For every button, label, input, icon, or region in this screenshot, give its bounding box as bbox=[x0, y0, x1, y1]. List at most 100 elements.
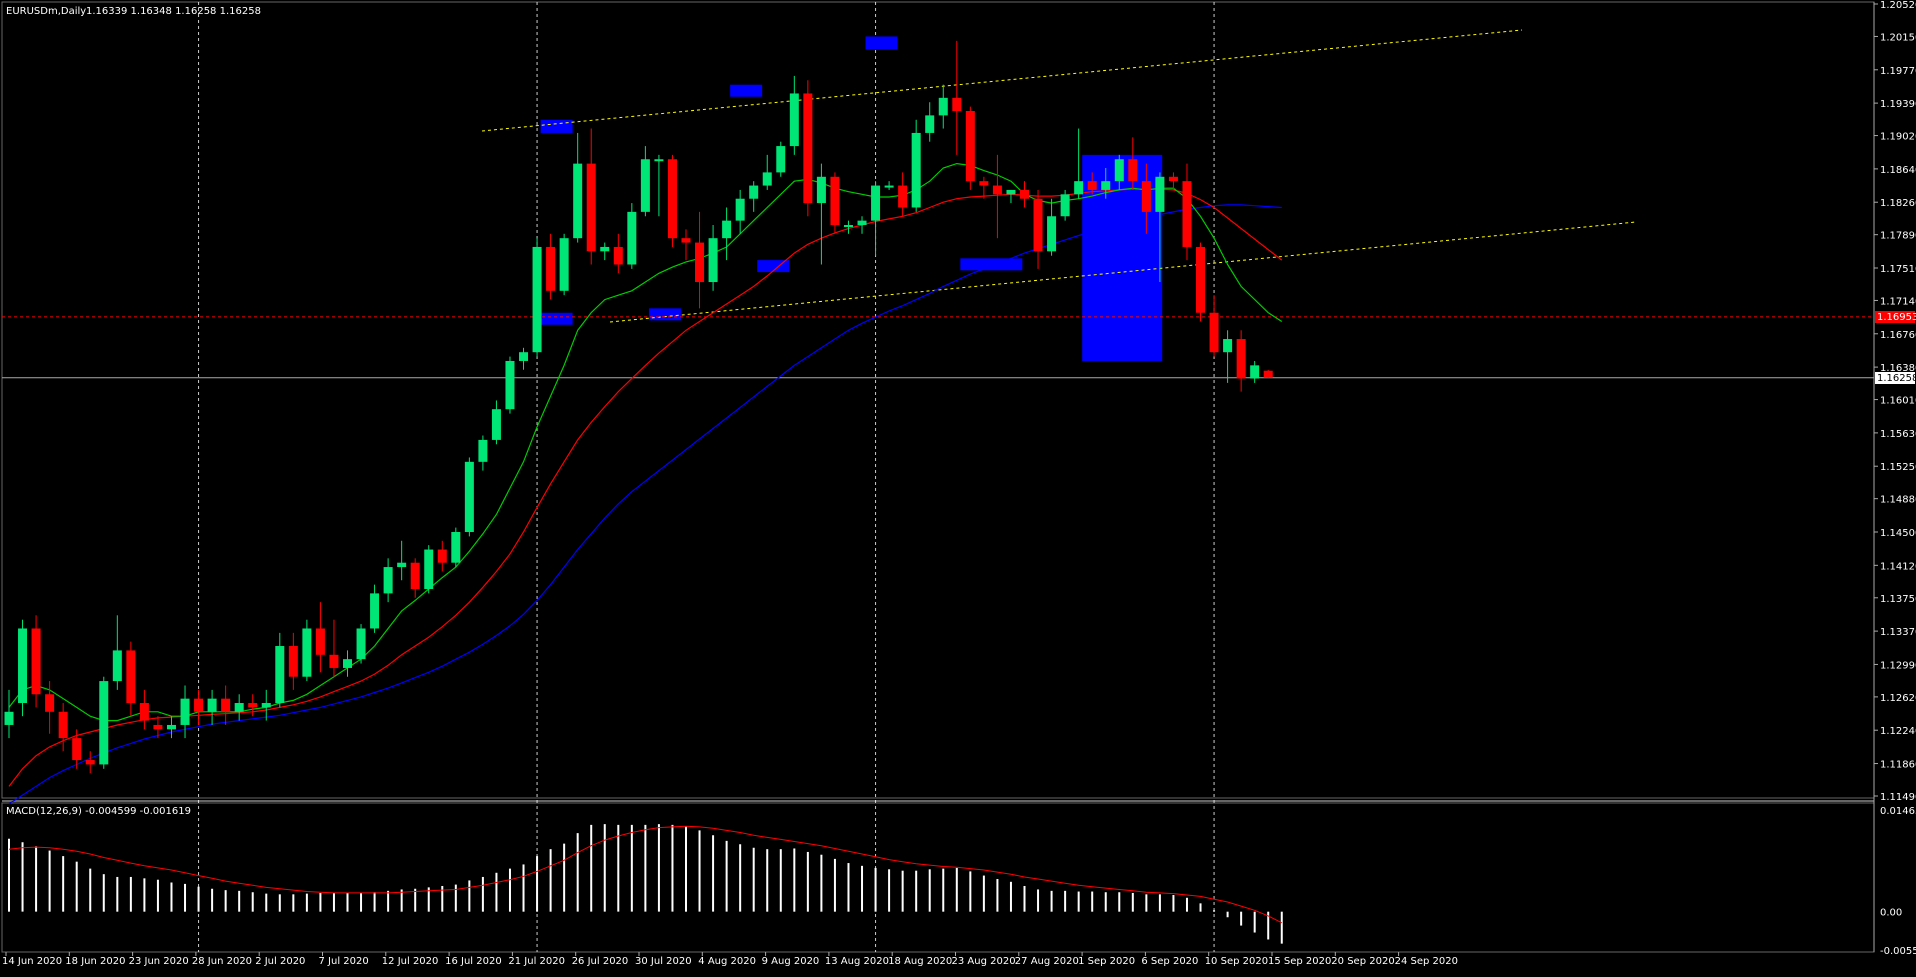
candle-body bbox=[681, 238, 691, 243]
time-tick-label: 20 Sep 2020 bbox=[1331, 956, 1394, 967]
candle-body bbox=[546, 246, 556, 291]
candle-body bbox=[302, 628, 312, 677]
bear-candle bbox=[58, 703, 68, 752]
bull-candle bbox=[451, 527, 461, 568]
bear-candle bbox=[329, 619, 339, 677]
candle-body bbox=[695, 242, 705, 283]
bull-candle bbox=[708, 225, 718, 291]
candle-body bbox=[288, 646, 298, 677]
bear-candle bbox=[1141, 163, 1151, 234]
candle-body bbox=[1236, 339, 1246, 379]
candle-body bbox=[234, 703, 244, 712]
price-tick-label: 1.19770 bbox=[1880, 66, 1916, 77]
bull-candle bbox=[464, 457, 474, 537]
price-axis-labels: 1.20520 1.20150 1.19770 1.19390 1.19020 1.186… bbox=[1874, 0, 1916, 803]
candle-body bbox=[31, 628, 41, 695]
candle-body bbox=[166, 724, 176, 730]
bear-candle bbox=[45, 681, 55, 734]
candle-body bbox=[898, 185, 908, 208]
candle-body bbox=[992, 185, 1002, 195]
candle-body bbox=[1250, 365, 1260, 379]
time-tick-label: 1 Sep 2020 bbox=[1078, 956, 1135, 967]
bull-candle bbox=[18, 619, 28, 717]
bull-candle bbox=[925, 102, 935, 142]
candle-body bbox=[1006, 189, 1016, 195]
candle-body bbox=[180, 698, 190, 725]
time-tick-label: 7 Jul 2020 bbox=[319, 956, 369, 967]
candle-body bbox=[356, 628, 366, 660]
time-tick-label: 18 Aug 2020 bbox=[888, 956, 952, 967]
bear-candle bbox=[1128, 137, 1138, 190]
time-tick-label: 15 Sep 2020 bbox=[1268, 956, 1331, 967]
price-tick-label: 1.13370 bbox=[1880, 627, 1916, 638]
price-tick-label: 1.17510 bbox=[1880, 264, 1916, 275]
bull-candle bbox=[397, 540, 407, 581]
bull-candle bbox=[383, 558, 393, 603]
candle-body bbox=[1168, 176, 1178, 182]
bull-candle bbox=[1060, 189, 1070, 221]
time-tick-label: 6 Sep 2020 bbox=[1141, 956, 1198, 967]
bull-candle bbox=[789, 75, 799, 155]
bull-candle bbox=[654, 154, 664, 217]
bear-candle bbox=[31, 615, 41, 708]
candle-body bbox=[464, 461, 474, 532]
candle-body bbox=[126, 650, 136, 704]
candle-body bbox=[85, 760, 95, 765]
macd-label: MACD(12,26,9) -0.004599 -0.001619 bbox=[6, 806, 191, 817]
candle-body bbox=[735, 198, 745, 221]
candle-body bbox=[613, 246, 623, 265]
price-tick-label: 1.18260 bbox=[1880, 198, 1916, 209]
time-tick-label: 4 Aug 2020 bbox=[698, 956, 756, 967]
time-tick-label: 18 Jun 2020 bbox=[65, 956, 125, 967]
bear-candle bbox=[898, 172, 908, 217]
current-price-tag-text: 1.16258 bbox=[1877, 373, 1916, 384]
bear-candle bbox=[979, 176, 989, 199]
candle-body bbox=[315, 628, 325, 655]
price-tick-label: 1.12990 bbox=[1880, 660, 1916, 671]
bear-candle bbox=[965, 106, 975, 190]
time-tick-label: 14 Jun 2020 bbox=[2, 956, 62, 967]
time-tick-label: 26 Jul 2020 bbox=[572, 956, 629, 967]
bear-candle bbox=[952, 40, 962, 155]
channel-trendlines bbox=[481, 29, 1637, 323]
macd-signal-line bbox=[8, 825, 1283, 924]
candle-body bbox=[1141, 181, 1151, 212]
price-tick-label: 1.17890 bbox=[1880, 231, 1916, 242]
time-tick-label: 21 Jul 2020 bbox=[508, 956, 565, 967]
bull-candle bbox=[356, 624, 366, 664]
current-price-tag: 1.16258 bbox=[1875, 372, 1916, 384]
price-tick-label: 1.16010 bbox=[1880, 396, 1916, 407]
candle-body bbox=[329, 654, 339, 668]
macd-tick-label: 0.014637 bbox=[1880, 806, 1916, 817]
red-line-price-tag: 1.16953 bbox=[1875, 311, 1916, 323]
bull-candle bbox=[370, 584, 380, 633]
price-tick-label: 1.17140 bbox=[1880, 296, 1916, 307]
price-tick-label: 1.14880 bbox=[1880, 495, 1916, 506]
highlight-box bbox=[730, 84, 763, 97]
bear-candle bbox=[1182, 163, 1192, 261]
lower-trendline bbox=[609, 221, 1637, 323]
price-tick-label: 1.11860 bbox=[1880, 760, 1916, 771]
bull-candle bbox=[112, 615, 122, 690]
candle-body bbox=[586, 163, 596, 252]
candle-body bbox=[654, 159, 664, 162]
bull-candle bbox=[302, 619, 312, 682]
bear-candle bbox=[194, 689, 204, 725]
price-tick-label: 1.12240 bbox=[1880, 726, 1916, 737]
candle-body bbox=[1223, 339, 1233, 353]
time-tick-label: 12 Jul 2020 bbox=[382, 956, 439, 967]
candle-body bbox=[559, 238, 569, 291]
candle-body bbox=[343, 659, 352, 668]
highlight-box bbox=[540, 312, 573, 325]
bull-candle bbox=[1006, 189, 1016, 204]
candle-body bbox=[4, 711, 14, 725]
candle-body bbox=[965, 111, 975, 182]
candle-body bbox=[1074, 181, 1084, 195]
macd-tick-label: -0.005515 bbox=[1880, 946, 1916, 957]
candle-body bbox=[640, 159, 650, 212]
bull-candle bbox=[627, 203, 637, 269]
bull-candle bbox=[180, 685, 190, 739]
bear-candle bbox=[1236, 330, 1246, 392]
